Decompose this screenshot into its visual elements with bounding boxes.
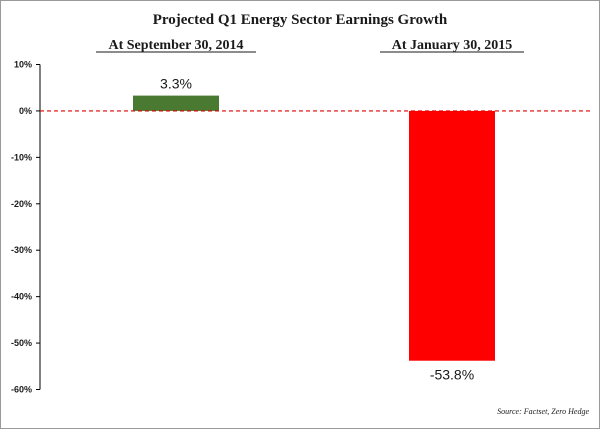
data-label-0: 3.3%: [160, 76, 192, 92]
source-note: Source: Factset, Zero Hedge: [497, 407, 589, 416]
category-label-1: At January 30, 2015: [392, 38, 513, 53]
y-tick-label: -10%: [11, 152, 32, 162]
data-label-1: -53.8%: [430, 367, 474, 383]
chart-title: Projected Q1 Energy Sector Earnings Grow…: [153, 12, 448, 28]
bar-1: [409, 110, 495, 361]
category-label-0: At September 30, 2014: [108, 38, 243, 53]
y-tick-label: -30%: [11, 245, 32, 255]
y-tick-label: -40%: [11, 292, 32, 302]
y-tick-label: -20%: [11, 199, 32, 209]
y-tick-label: -50%: [11, 338, 32, 348]
bar-0: [133, 95, 219, 111]
y-tick-label: 10%: [14, 60, 32, 70]
plot-area: 10% 0% -10% -20% -30% -40% -50% -60% 3.3% -53.8%: [11, 60, 590, 395]
y-tick-label: 0%: [19, 106, 32, 116]
y-tick-label: -60%: [11, 385, 32, 395]
